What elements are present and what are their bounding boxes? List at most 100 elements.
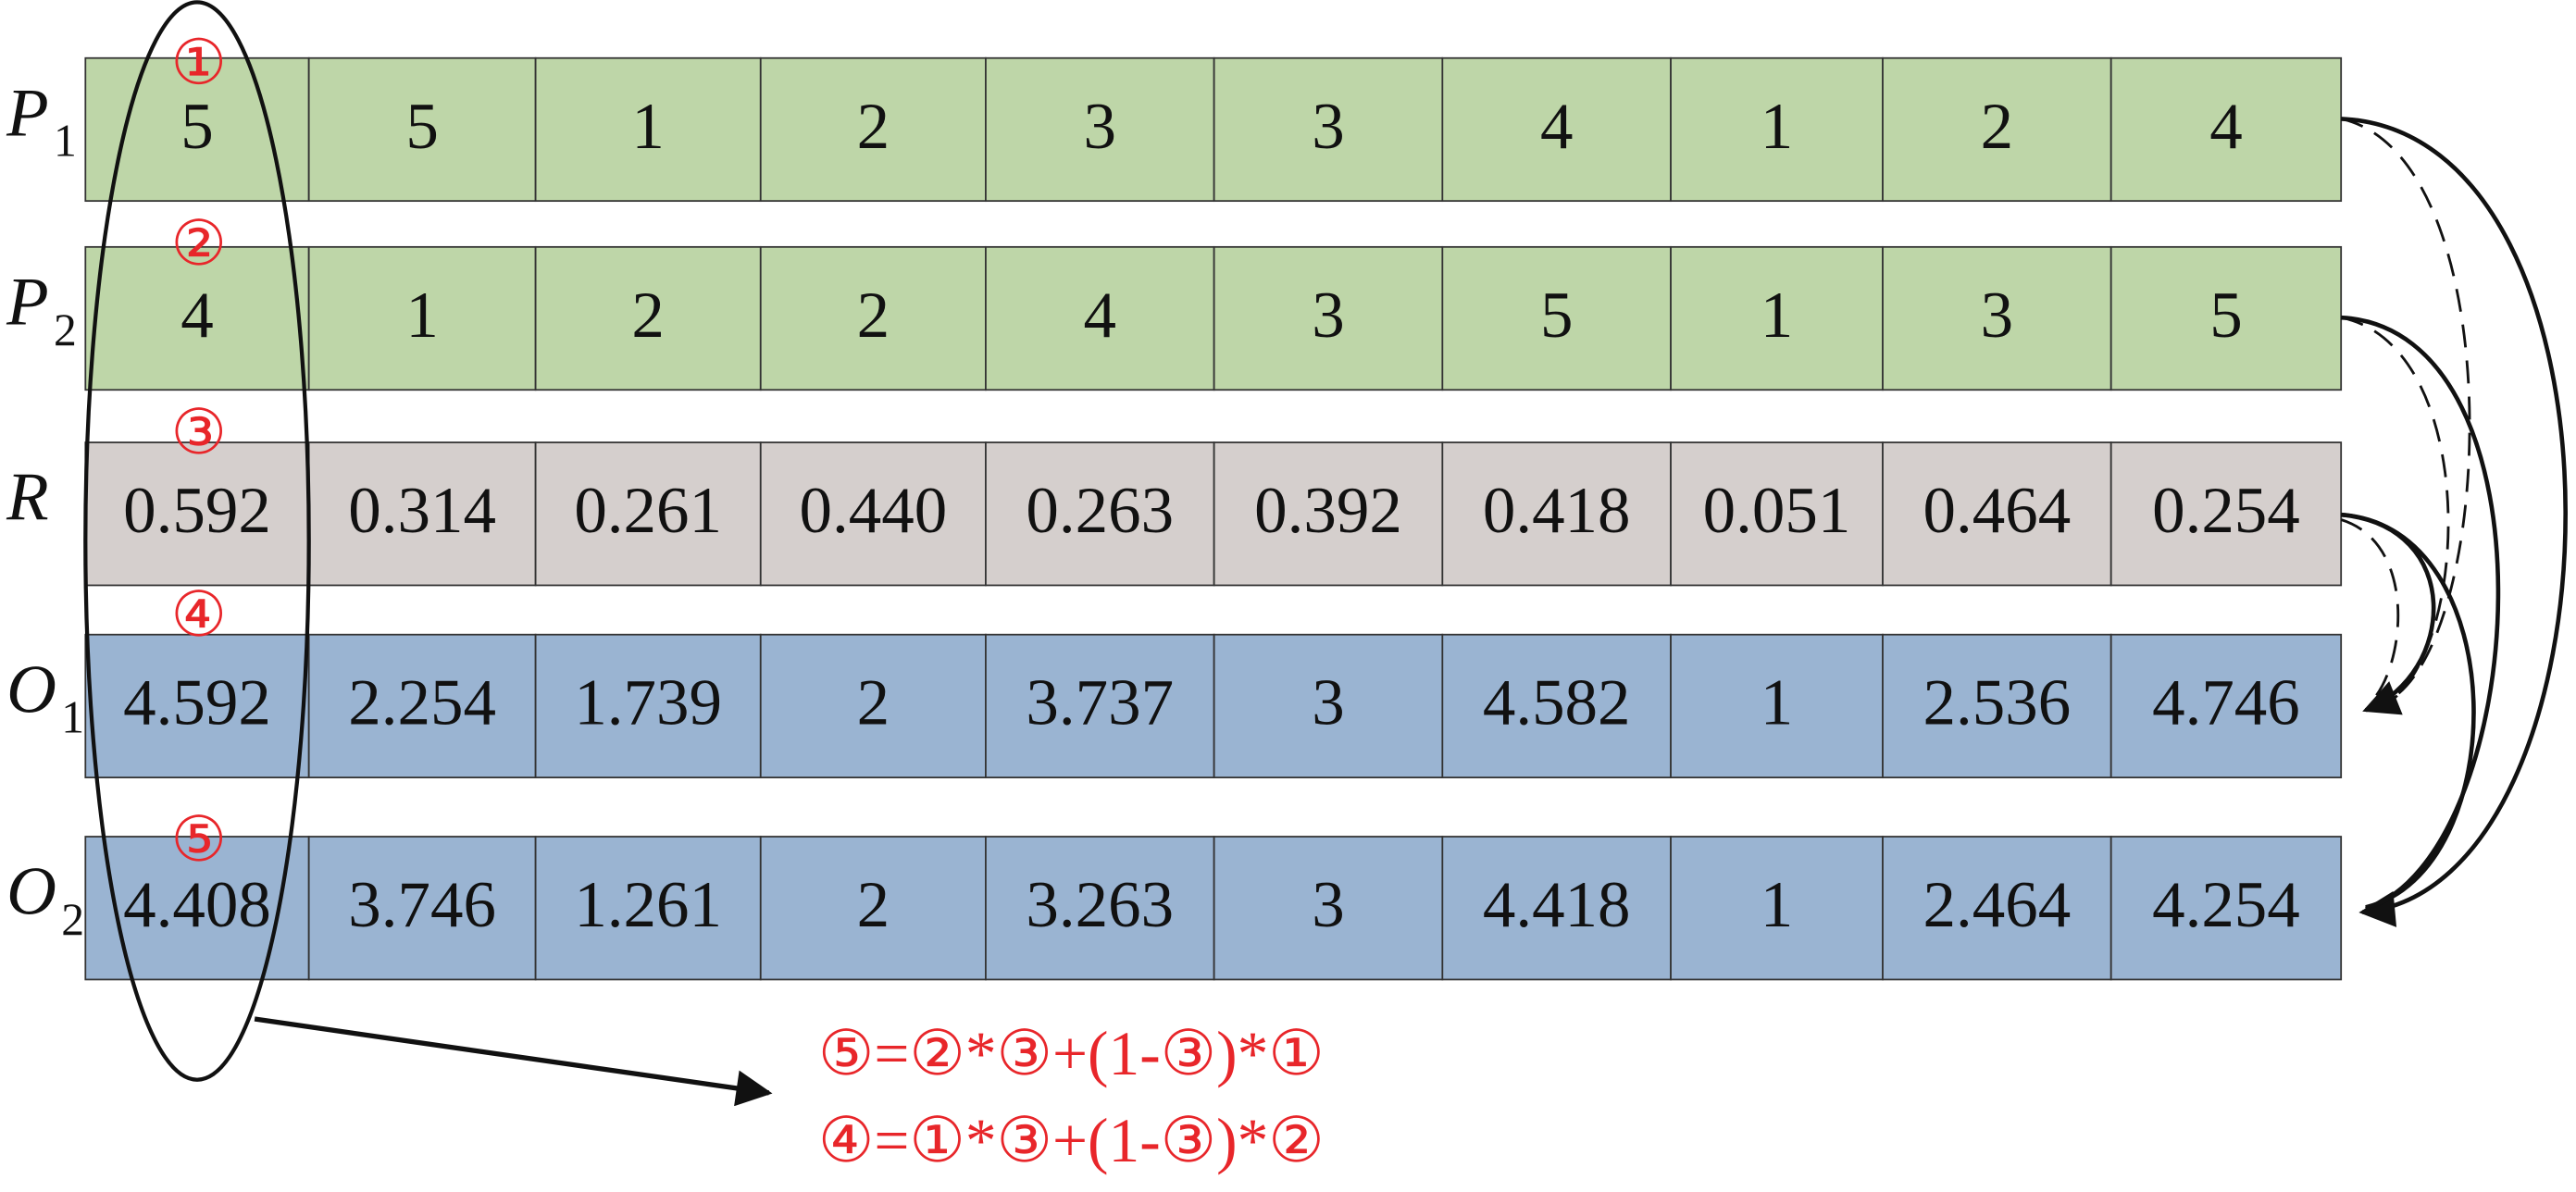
cell-value: 0.392 xyxy=(1254,475,1402,547)
cell-value: 3 xyxy=(1312,869,1345,941)
cell xyxy=(307,56,537,203)
cell xyxy=(1441,56,1672,203)
cell xyxy=(1213,633,1444,779)
step-marker: ⑤ xyxy=(171,805,227,875)
cell xyxy=(2109,633,2343,779)
crossover-curve-dashed xyxy=(2340,518,2400,700)
step-marker: ① xyxy=(171,29,227,98)
row: O 1 4.592 2.254 1.739 2 3.737 3 4.582 1 2.536 4.746 xyxy=(6,633,2343,779)
cell xyxy=(1882,633,2112,779)
cell-value: 4.418 xyxy=(1483,869,1631,941)
cell-value: 4.592 xyxy=(123,667,271,739)
cell-value: 2.464 xyxy=(1923,869,2071,941)
column-highlight xyxy=(83,0,311,1082)
row: O 2 4.408 3.746 1.261 2 3.263 3 4.418 1 2.464 4.254 xyxy=(6,836,2343,981)
cell-value: 2 xyxy=(857,667,890,739)
cell xyxy=(84,633,310,779)
cell xyxy=(985,836,1215,981)
row-label-text: R xyxy=(6,460,49,536)
cell xyxy=(1670,441,1884,587)
cell-value: 3 xyxy=(1312,667,1345,739)
row-label-text: O xyxy=(6,652,56,727)
connectors xyxy=(83,0,2568,1107)
cell-value: 4.746 xyxy=(2152,667,2300,739)
cell-value: 2 xyxy=(857,91,890,163)
step-marker: ④ xyxy=(171,580,227,650)
cell-value: 5 xyxy=(405,91,439,163)
crossover-curve xyxy=(2341,512,2476,910)
cell-value: 1 xyxy=(1761,869,1794,941)
cell-value: 5 xyxy=(1540,279,1574,352)
cell-value: 0.261 xyxy=(574,475,722,547)
row-label-subscript: 2 xyxy=(54,304,77,355)
cell xyxy=(1441,441,1672,587)
cell xyxy=(1213,245,1444,391)
cell xyxy=(985,56,1215,203)
cell-value: 1.739 xyxy=(574,667,722,739)
cell xyxy=(1441,836,1672,981)
crossover-curve-dashed xyxy=(2340,118,2471,705)
cell-value: 3 xyxy=(1084,91,1117,163)
cell xyxy=(1441,633,1672,779)
cell-value: 5 xyxy=(180,91,214,163)
formula-arrow xyxy=(254,1016,773,1107)
cell-value: 0.464 xyxy=(1923,475,2071,547)
row-label: R xyxy=(6,460,49,536)
cell xyxy=(1213,56,1444,203)
cell xyxy=(307,836,537,981)
cell xyxy=(307,441,537,587)
cell-value: 2 xyxy=(1981,91,2014,163)
cell-value: 4.582 xyxy=(1483,667,1631,739)
crossover-curve xyxy=(2340,512,2436,715)
cell-value: 0.314 xyxy=(348,475,496,547)
cell-value: 3.263 xyxy=(1026,869,1174,941)
row: R 0.592 0.314 0.261 0.440 0.263 0.392 0.418 0.05… xyxy=(6,441,2343,587)
cell xyxy=(307,245,537,391)
cell-value: 3 xyxy=(1312,279,1345,352)
cell xyxy=(1882,245,2112,391)
cell-value: 2 xyxy=(857,279,890,352)
cell-value: 1.261 xyxy=(574,869,722,941)
cell-value: 2 xyxy=(857,869,890,941)
cell xyxy=(2109,56,2343,203)
cell xyxy=(1670,633,1884,779)
cell xyxy=(759,56,987,203)
cell-value: 0.254 xyxy=(2152,475,2300,547)
cell xyxy=(2109,441,2343,587)
cell xyxy=(534,441,762,587)
cell-value: 3 xyxy=(1981,279,2014,352)
cell xyxy=(534,245,762,391)
cell-value: 4 xyxy=(2209,91,2243,163)
cell xyxy=(759,633,987,779)
cell-value: 4.254 xyxy=(2152,869,2300,941)
cell xyxy=(985,245,1215,391)
cell-value: 4 xyxy=(1084,279,1117,352)
cell-value: 0.051 xyxy=(1703,475,1851,547)
cell xyxy=(1441,245,1672,391)
step-marker: ③ xyxy=(171,398,227,467)
cell-value: 1 xyxy=(405,279,439,352)
cell xyxy=(1670,836,1884,981)
cell xyxy=(1213,836,1444,981)
cell-value: 4.408 xyxy=(123,869,271,941)
cell-value: 0.418 xyxy=(1483,475,1631,547)
cell xyxy=(84,56,310,203)
rows: P 1 5 5 1 2 3 3 4 1 2 4P 2 4 1 2 2 4 3 5 1 3 5R 0.592 0.314 0.261… xyxy=(6,56,2343,981)
formula: ④=①*③+(1-③)*② xyxy=(818,1106,1325,1175)
row-label-text: O xyxy=(6,854,56,930)
cell-value: 0.592 xyxy=(123,475,271,547)
row-label-subscript: 1 xyxy=(61,692,84,743)
cell-value: 2.254 xyxy=(348,667,496,739)
cell xyxy=(84,836,310,981)
cell-value: 1 xyxy=(1761,667,1794,739)
cell-value: 3.737 xyxy=(1026,667,1174,739)
cell-value: 3.746 xyxy=(348,869,496,941)
cell xyxy=(1882,56,2112,203)
cell xyxy=(985,441,1215,587)
cell-value: 1 xyxy=(1761,279,1794,352)
